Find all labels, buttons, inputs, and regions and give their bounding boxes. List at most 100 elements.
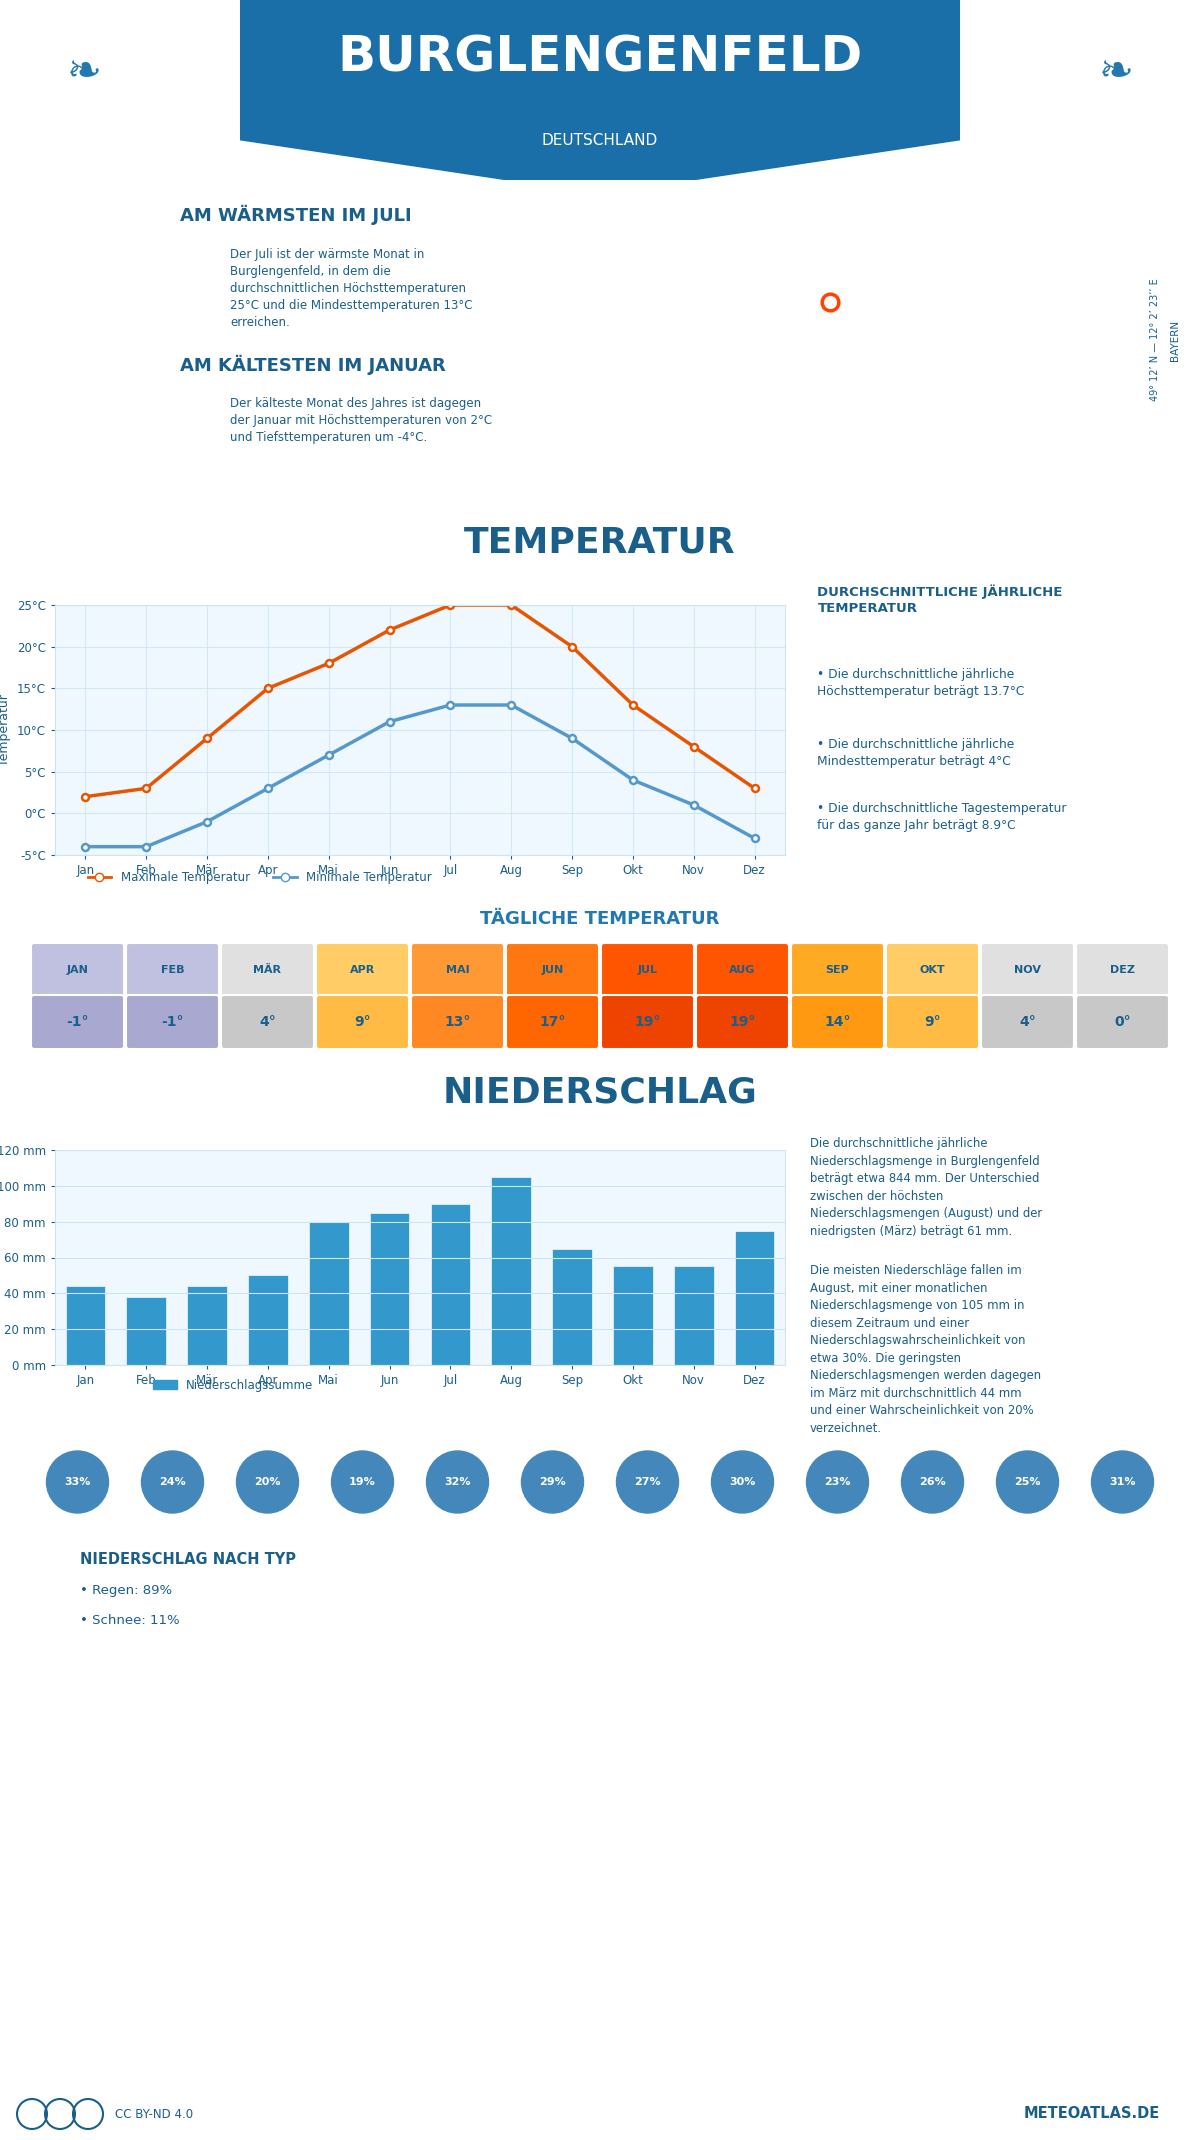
- Circle shape: [1092, 1451, 1153, 1513]
- FancyBboxPatch shape: [316, 944, 409, 997]
- Circle shape: [331, 1451, 394, 1513]
- Text: 19%: 19%: [349, 1477, 376, 1487]
- Bar: [126, 1297, 166, 1365]
- Text: METEOATLAS.DE: METEOATLAS.DE: [1024, 2106, 1160, 2121]
- Text: 14°: 14°: [824, 1014, 851, 1029]
- Text: 9°: 9°: [354, 1014, 371, 1029]
- FancyBboxPatch shape: [982, 944, 1074, 997]
- Text: SEP: SEP: [827, 1524, 848, 1532]
- Text: OKT: OKT: [920, 1524, 944, 1532]
- Text: 30%: 30%: [730, 1477, 756, 1487]
- Text: ❧: ❧: [1098, 51, 1134, 92]
- Text: 4°: 4°: [1019, 1014, 1036, 1029]
- FancyBboxPatch shape: [1076, 944, 1169, 997]
- Text: SEP: SEP: [826, 965, 850, 976]
- Text: FEB: FEB: [161, 965, 185, 976]
- Text: Der Juli ist der wärmste Monat in
Burglengenfeld, in dem die
durchschnittlichen : Der Juli ist der wärmste Monat in Burgle…: [230, 248, 473, 330]
- Text: 33%: 33%: [65, 1477, 91, 1487]
- Text: 29%: 29%: [539, 1477, 566, 1487]
- Text: Der kälteste Monat des Jahres ist dagegen
der Januar mit Höchsttemperaturen von : Der kälteste Monat des Jahres ist dagege…: [230, 398, 492, 443]
- FancyBboxPatch shape: [126, 995, 220, 1049]
- Text: BURGLENGENFELD: BURGLENGENFELD: [337, 34, 863, 81]
- Bar: [552, 1248, 592, 1365]
- Text: NIEDERSCHLAG: NIEDERSCHLAG: [443, 1076, 757, 1111]
- FancyBboxPatch shape: [982, 995, 1074, 1049]
- Text: AUG: AUG: [730, 1524, 755, 1532]
- Text: DURCHSCHNITTLICHE JÄHRLICHE
TEMPERATUR: DURCHSCHNITTLICHE JÄHRLICHE TEMPERATUR: [817, 584, 1063, 614]
- Text: TEMPERATUR: TEMPERATUR: [464, 524, 736, 559]
- Text: ❧: ❧: [66, 51, 102, 92]
- Polygon shape: [770, 321, 860, 402]
- Circle shape: [426, 1451, 488, 1513]
- Text: • Die durchschnittliche jährliche
Höchsttemperatur beträgt 13.7°C: • Die durchschnittliche jährliche Höchst…: [817, 668, 1025, 698]
- Text: APR: APR: [350, 965, 376, 976]
- Circle shape: [47, 1451, 108, 1513]
- Text: 26%: 26%: [919, 1477, 946, 1487]
- Text: Die durchschnittliche jährliche
Niederschlagsmenge in Burglengenfeld
beträgt etw: Die durchschnittliche jährliche Niedersc…: [810, 1136, 1042, 1237]
- Text: 27%: 27%: [634, 1477, 661, 1487]
- Text: 19°: 19°: [635, 1014, 661, 1029]
- Text: TÄGLICHE TEMPERATUR: TÄGLICHE TEMPERATUR: [480, 910, 720, 929]
- Text: CC BY-ND 4.0: CC BY-ND 4.0: [115, 2108, 193, 2121]
- Text: DEZ: DEZ: [1111, 1524, 1134, 1532]
- Text: FEB: FEB: [161, 1524, 184, 1532]
- Text: 23%: 23%: [824, 1477, 851, 1487]
- Text: OKT: OKT: [919, 965, 946, 976]
- Bar: [734, 1230, 774, 1365]
- Text: MAI: MAI: [446, 1524, 469, 1532]
- FancyBboxPatch shape: [601, 944, 694, 997]
- Text: -1°: -1°: [66, 1014, 89, 1029]
- Text: 19°: 19°: [730, 1014, 756, 1029]
- Text: 0°: 0°: [1114, 1014, 1130, 1029]
- Bar: [187, 1286, 227, 1365]
- Circle shape: [236, 1451, 299, 1513]
- Text: NIEDERSCHLAG NACH TYP: NIEDERSCHLAG NACH TYP: [80, 1552, 296, 1566]
- FancyBboxPatch shape: [506, 944, 599, 997]
- FancyBboxPatch shape: [412, 995, 504, 1049]
- Text: • Regen: 89%: • Regen: 89%: [80, 1584, 172, 1596]
- Text: MÄR: MÄR: [254, 1524, 281, 1532]
- Bar: [492, 1177, 532, 1365]
- Text: 25%: 25%: [1014, 1477, 1040, 1487]
- Text: AUG: AUG: [730, 965, 756, 976]
- FancyBboxPatch shape: [791, 995, 884, 1049]
- Bar: [308, 1222, 348, 1365]
- Text: NOV: NOV: [1014, 965, 1042, 976]
- Text: JUL: JUL: [637, 965, 658, 976]
- Polygon shape: [720, 257, 1070, 377]
- Bar: [248, 1275, 288, 1365]
- Text: JAN: JAN: [66, 965, 89, 976]
- Text: JAN: JAN: [67, 1524, 88, 1532]
- Bar: [431, 1203, 470, 1365]
- FancyBboxPatch shape: [412, 944, 504, 997]
- Text: DEZ: DEZ: [1110, 965, 1135, 976]
- FancyBboxPatch shape: [126, 944, 220, 997]
- FancyBboxPatch shape: [696, 944, 790, 997]
- Text: 32%: 32%: [444, 1477, 470, 1487]
- Text: MÄR: MÄR: [253, 965, 282, 976]
- Circle shape: [712, 1451, 774, 1513]
- Text: DEUTSCHLAND: DEUTSCHLAND: [542, 133, 658, 148]
- Text: NIEDERSCHLAGSWAHRSCHEINLICHKEIT: NIEDERSCHLAGSWAHRSCHEINLICHKEIT: [438, 1421, 762, 1436]
- FancyBboxPatch shape: [1076, 995, 1169, 1049]
- Bar: [674, 1267, 714, 1365]
- Legend: Niederschlagssumme: Niederschlagssumme: [149, 1374, 318, 1395]
- Circle shape: [142, 1451, 204, 1513]
- Text: Die meisten Niederschläge fallen im
August, mit einer monatlichen
Niederschlagsm: Die meisten Niederschläge fallen im Augu…: [810, 1265, 1042, 1434]
- Polygon shape: [240, 0, 960, 195]
- FancyBboxPatch shape: [506, 995, 599, 1049]
- Bar: [66, 1286, 106, 1365]
- FancyBboxPatch shape: [31, 944, 124, 997]
- Text: JUN: JUN: [541, 965, 564, 976]
- Text: • Schnee: 11%: • Schnee: 11%: [80, 1614, 180, 1626]
- Circle shape: [522, 1451, 583, 1513]
- Polygon shape: [590, 257, 690, 398]
- Circle shape: [48, 522, 92, 565]
- Text: • Die durchschnittliche Tagestemperatur
für das ganze Jahr beträgt 8.9°C: • Die durchschnittliche Tagestemperatur …: [817, 802, 1067, 832]
- FancyBboxPatch shape: [886, 995, 979, 1049]
- Text: -1°: -1°: [161, 1014, 184, 1029]
- Text: 24%: 24%: [160, 1477, 186, 1487]
- Bar: [370, 1213, 409, 1365]
- Text: 13°: 13°: [444, 1014, 470, 1029]
- FancyBboxPatch shape: [696, 995, 790, 1049]
